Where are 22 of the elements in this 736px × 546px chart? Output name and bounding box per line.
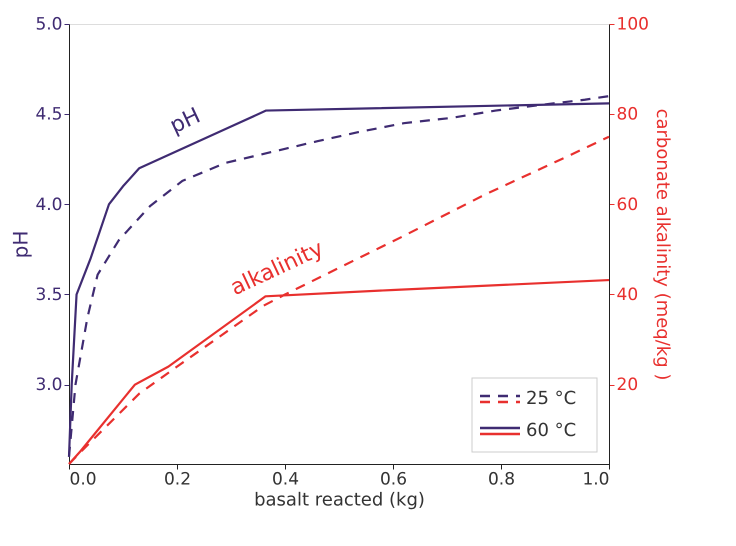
y-tick-label: 4.0 — [35, 194, 62, 215]
annotation: pH — [166, 103, 204, 140]
y2-tick-label: 40 — [616, 284, 638, 305]
y2-tick-label: 80 — [616, 104, 638, 125]
x-tick-label: 0.2 — [164, 470, 192, 490]
x-tick-label: 1.0 — [582, 470, 610, 490]
x-axis-title: basalt reacted (kg) — [254, 490, 425, 510]
x-tick-label: 0.4 — [272, 470, 300, 490]
legend-label: 60 °C — [526, 420, 576, 441]
y2-tick-label: 100 — [616, 14, 649, 34]
x-tick-label: 0.0 — [70, 470, 97, 490]
y-axis-title: pH — [8, 230, 32, 258]
y-tick-label: 3.5 — [35, 284, 62, 305]
y-tick-label: 3.0 — [35, 375, 62, 396]
x-tick-label: 0.8 — [488, 470, 516, 490]
y2-axis-title: carbonate alkalinity (meq/kg ) — [652, 108, 673, 380]
y-tick-label: 4.5 — [35, 104, 62, 125]
legend-label: 25 °C — [526, 388, 576, 409]
y2-tick-label: 20 — [616, 375, 638, 396]
y-tick-label: 5.0 — [35, 14, 62, 34]
y2-tick-label: 60 — [616, 194, 638, 215]
x-tick-label: 0.6 — [380, 470, 408, 490]
